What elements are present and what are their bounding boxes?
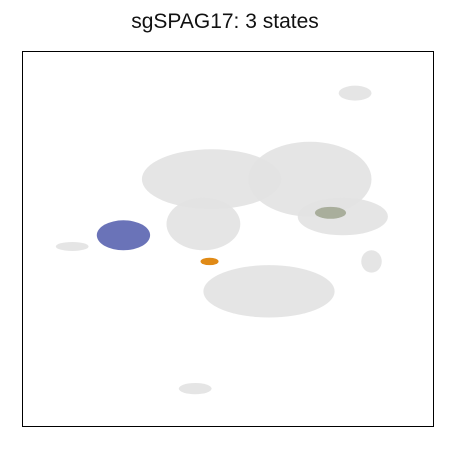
state-cluster-2 — [200, 257, 219, 266]
background-cells — [55, 85, 388, 395]
background-cluster-2 — [248, 141, 372, 217]
background-cluster-7 — [338, 85, 372, 101]
background-cluster-6 — [55, 241, 89, 251]
background-cluster-8 — [361, 250, 382, 273]
highlighted-states — [96, 206, 347, 266]
background-cluster-3 — [297, 197, 388, 236]
state-cluster-1 — [96, 220, 151, 251]
background-cluster-4 — [166, 197, 241, 251]
background-cluster-9 — [178, 382, 212, 395]
background-cluster-5 — [203, 265, 335, 318]
state-cluster-3 — [314, 206, 347, 219]
chart-title: sgSPAG17: 3 states — [131, 10, 319, 33]
background-cluster-1 — [141, 149, 282, 210]
